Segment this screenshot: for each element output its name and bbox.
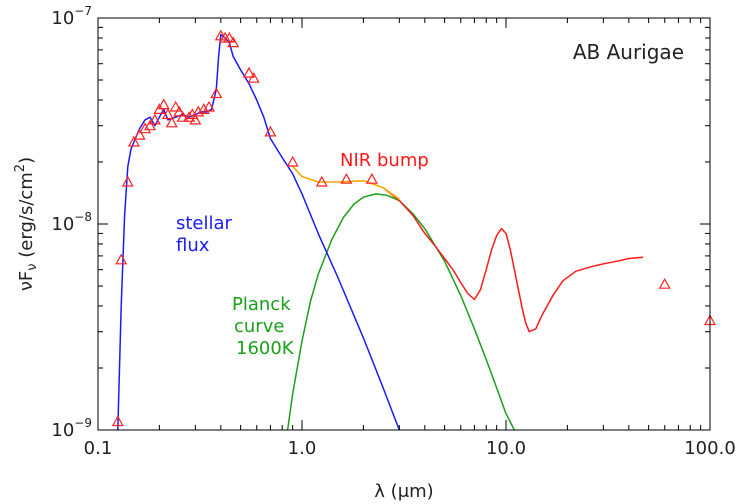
stellar-line bbox=[117, 33, 401, 430]
nir-line bbox=[382, 187, 644, 333]
photometry-point bbox=[210, 87, 223, 99]
photometry-point bbox=[315, 175, 328, 187]
chart-title: AB Aurigae bbox=[573, 40, 684, 64]
planck-label-line-1: Planck bbox=[232, 294, 291, 315]
y-label-sub: ν bbox=[25, 263, 40, 270]
axis-ticks: 0.1 1.0 10.0 100.0 10−9 10−8 10−7 bbox=[51, 4, 735, 459]
y-axis-label: νFν (erg/s/cm2) bbox=[13, 157, 40, 291]
photometry-point bbox=[340, 172, 353, 184]
photometry-point bbox=[173, 105, 186, 117]
y-tick-label: 10−7 bbox=[51, 4, 92, 29]
y-label-nu: ν bbox=[16, 281, 37, 291]
photometry-point bbox=[148, 113, 161, 125]
photometry-point bbox=[176, 110, 189, 122]
photometry-point bbox=[192, 105, 205, 117]
photometry-point bbox=[133, 128, 146, 140]
photometry-point bbox=[138, 122, 152, 134]
stellar-flux-label-line-2: flux bbox=[176, 235, 210, 256]
photometry-point bbox=[365, 172, 378, 184]
photometry-point bbox=[264, 125, 277, 137]
photometry-point bbox=[165, 116, 178, 128]
y-tick-label: 10−8 bbox=[51, 210, 92, 235]
y-label-units: (erg/s/cm bbox=[16, 172, 37, 263]
y-tick-label: 10−9 bbox=[51, 416, 92, 441]
x-tick-label: 10.0 bbox=[486, 438, 526, 459]
nir-bump-label: NIR bump bbox=[340, 150, 429, 171]
photometry-point bbox=[144, 119, 157, 131]
planck-line bbox=[286, 193, 516, 430]
photometry-point bbox=[202, 100, 216, 112]
photometry-point bbox=[227, 36, 240, 48]
plot-lines bbox=[117, 33, 644, 430]
photometry-point bbox=[247, 71, 260, 83]
x-axis-label: λ (μm) bbox=[374, 481, 433, 502]
stellar-flux-label-line-1: stellar bbox=[176, 213, 233, 234]
y-label-close: ) bbox=[16, 157, 37, 164]
sum-line bbox=[292, 166, 400, 200]
x-tick-label: 1.0 bbox=[288, 438, 317, 459]
x-tick-label: 100.0 bbox=[684, 438, 736, 459]
photometry-point bbox=[121, 175, 134, 187]
planck-label-line-2: curve bbox=[234, 316, 284, 337]
photometry-point bbox=[157, 98, 170, 110]
photometry-point bbox=[242, 66, 256, 78]
planck-label-line-3: 1600K bbox=[236, 338, 295, 359]
photometry-point bbox=[658, 277, 671, 289]
photometry-point bbox=[169, 100, 182, 112]
photometry-point bbox=[183, 110, 196, 122]
photometry-point bbox=[223, 31, 236, 43]
photometry-point bbox=[197, 103, 210, 115]
photometry-point bbox=[161, 108, 174, 120]
x-tick-label: 0.1 bbox=[84, 438, 113, 459]
y-label-F: F bbox=[16, 271, 37, 281]
photometry-point bbox=[189, 113, 202, 125]
photometry-point bbox=[286, 155, 299, 167]
photometry-point bbox=[111, 415, 124, 427]
photometry-point bbox=[127, 135, 140, 147]
photometry-point bbox=[115, 253, 128, 265]
photometry-markers bbox=[111, 29, 717, 427]
y-label-sup: 2 bbox=[13, 164, 28, 172]
